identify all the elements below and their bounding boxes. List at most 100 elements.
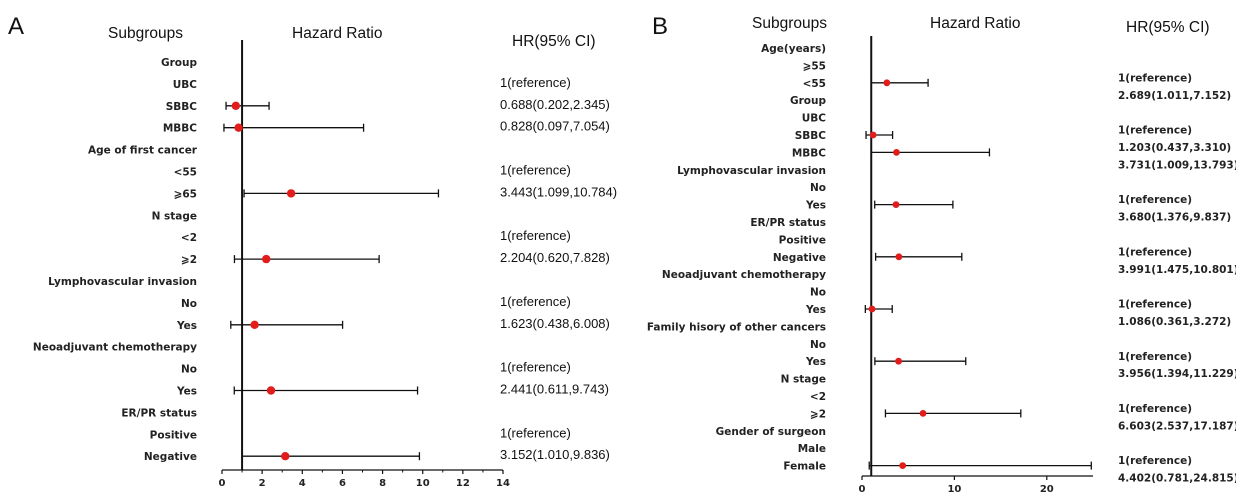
panel-b-hr-text: 3.680(1.376,9.837) (1118, 212, 1231, 224)
panel-b-row-label: Age(years) (761, 43, 826, 55)
panel-a-hr-text: 1(reference) (500, 294, 571, 309)
panel-b-hr-text: 4.402(0.781,24.815) (1118, 473, 1236, 485)
panel-b-hr-text: 3.956(1.394,11.229) (1118, 368, 1236, 380)
panel-b-row-label: N stage (781, 374, 826, 386)
panel-b-row-label: Gender of surgeon (716, 426, 826, 438)
panel-a-hr-text: 1(reference) (500, 228, 571, 243)
panel-a-hr-text: 3.152(1.010,9.836) (500, 447, 610, 462)
panel-a-hr-point (262, 254, 271, 264)
panel-a-row-label: MBBC (163, 123, 197, 135)
panel-a-hr-text: 2.441(0.611,9.743) (500, 382, 609, 397)
panel-b-hr-point (869, 131, 877, 139)
panel-a-hr-text: 1.623(0.438,6.008) (500, 316, 610, 331)
panel-b-hr-point (895, 357, 902, 365)
panel-b-hr-point (919, 410, 927, 417)
panel-b-hr-point (893, 149, 900, 156)
panel-a-row-label: ⩾65 (174, 188, 197, 200)
panel-b-row-label: No (810, 339, 826, 351)
panel-a-x-tick-label: 10 (416, 478, 430, 489)
panel-a-row-label: Age of first cancer (88, 145, 198, 157)
panel-a-letter: A (8, 13, 24, 40)
panel-b-hr-text: 1(reference) (1118, 194, 1192, 206)
panel-a-row-label: No (181, 298, 197, 310)
panel-a-row-label: Yes (176, 386, 197, 398)
panel-a-x-tick-label: 14 (496, 478, 510, 489)
panel-b-hr-text: 1(reference) (1118, 403, 1192, 415)
panel-a-row-label: Group (161, 57, 197, 69)
panel-a-row-label: SBBC (166, 101, 198, 113)
panel-b: B Subgroups Hazard Ratio HR(95% CI) 0 10 2… (647, 13, 1236, 494)
panel-a-row-label: UBC (173, 79, 198, 91)
panel-b-hr-text: 1(reference) (1118, 351, 1192, 363)
panel-b-hr-text: 3.991(1.475,10.801) (1118, 264, 1236, 276)
panel-a-x-tick-label: 8 (379, 478, 386, 489)
panel-b-row-label: Male (798, 443, 826, 455)
panel-b-row-label: ⩾2 (810, 408, 826, 420)
panel-b-row-label: Yes (805, 304, 826, 316)
panel-a-hr-text: 3.443(1.099,10.784) (500, 184, 617, 199)
panel-b-row-label: Negative (773, 252, 826, 264)
panel-a-row-label: Neoadjuvant chemotherapy (33, 342, 197, 354)
panel-b-row-label: Group (790, 95, 826, 107)
panel-b-row-label: Family hisory of other cancers (647, 321, 826, 333)
panel-b-hr-text: 1(reference) (1118, 125, 1192, 137)
panel-a-row-label: ⩾2 (181, 254, 197, 266)
panel-b-hr-point (868, 305, 876, 313)
panel-b-row-label: Lymphovascular invasion (677, 165, 826, 177)
panel-b-hr-point (895, 253, 903, 261)
panel-b-row-label: No (810, 182, 826, 194)
panel-b-hr-text: 3.731(1.009,13.793) (1118, 159, 1236, 171)
panel-a-x-tick-label: 0 (219, 478, 226, 489)
panel-b-row-label: Female (783, 461, 826, 473)
panel-a-ci-header: HR(95% CI) (512, 33, 596, 50)
panel-b-row-label: Yes (805, 356, 826, 368)
panel-a-hr-point (266, 386, 276, 395)
panel-b-plot: 0 10 20 Age(years) ⩾55 1(reference) <55 2.689(1… (647, 36, 1236, 494)
panel-a-row-label: No (181, 364, 197, 376)
panel-b-row-label: MBBC (792, 147, 826, 159)
panel-b-row-label: Yes (805, 200, 826, 212)
panel-a-hr-point (281, 452, 290, 461)
panel-b-hazard-ratio-header: Hazard Ratio (930, 15, 1020, 32)
panel-b-hr-text: 1.086(0.361,3.272) (1118, 316, 1231, 328)
panel-a-hr-text: 0.688(0.202,2.345) (500, 97, 610, 112)
panel-b-row-label: <2 (810, 391, 826, 403)
panel-a-subgroups-header: Subgroups (108, 25, 183, 42)
panel-b-hr-text: 1(reference) (1118, 299, 1192, 311)
panel-a-hr-point (231, 101, 241, 111)
panel-b-hr-text: 1(reference) (1118, 246, 1192, 258)
panel-b-row-label: SBBC (795, 130, 827, 142)
panel-a-row-label: Lymphovascular invasion (48, 276, 197, 288)
panel-a-hr-point (250, 320, 259, 329)
panel-a-hr-text: 0.828(0.097,7.054) (500, 119, 610, 134)
panel-b-row-label: Neoadjuvant chemotherapy (662, 269, 826, 281)
panel-a: A Subgroups Hazard Ratio HR(95% CI) 0 2 4 6… (8, 13, 617, 489)
panel-a-row-label: Positive (150, 429, 197, 441)
panel-a-row-label: ER/PR status (121, 407, 197, 419)
panel-b-hr-text: 6.603(2.537,17.187) (1118, 420, 1236, 432)
panel-b-subgroups-header: Subgroups (752, 15, 827, 32)
panel-a-x-tick-label: 12 (456, 478, 470, 489)
panel-b-row-label: Positive (779, 234, 826, 246)
panel-a-x-tick-label: 6 (339, 478, 346, 489)
panel-b-ci-header: HR(95% CI) (1126, 19, 1210, 36)
panel-b-hr-point (899, 462, 907, 469)
panel-a-row-label: Yes (176, 320, 197, 332)
panel-b-hr-text: 1.203(0.437,3.310) (1118, 142, 1231, 154)
panel-a-row-label: <2 (181, 232, 197, 244)
panel-b-row-label: UBC (802, 113, 827, 125)
panel-b-hr-text: 2.689(1.011,7.152) (1118, 90, 1231, 102)
panel-b-hr-point (892, 201, 900, 209)
panel-a-x-tick-label: 2 (259, 478, 266, 489)
panel-a-hazard-ratio-header: Hazard Ratio (292, 25, 382, 42)
panel-b-x-tick-label: 0 (859, 484, 866, 494)
panel-a-hr-text: 2.204(0.620,7.828) (500, 250, 610, 265)
panel-b-row-label: ⩾55 (803, 60, 826, 72)
panel-a-row-label: N stage (152, 210, 197, 222)
panel-b-hr-point (883, 79, 891, 87)
panel-b-row-label: ER/PR status (750, 217, 826, 229)
panel-b-x-tick-label: 10 (947, 484, 961, 494)
panel-b-row-label: <55 (803, 78, 826, 90)
panel-a-hr-text: 1(reference) (500, 360, 571, 375)
